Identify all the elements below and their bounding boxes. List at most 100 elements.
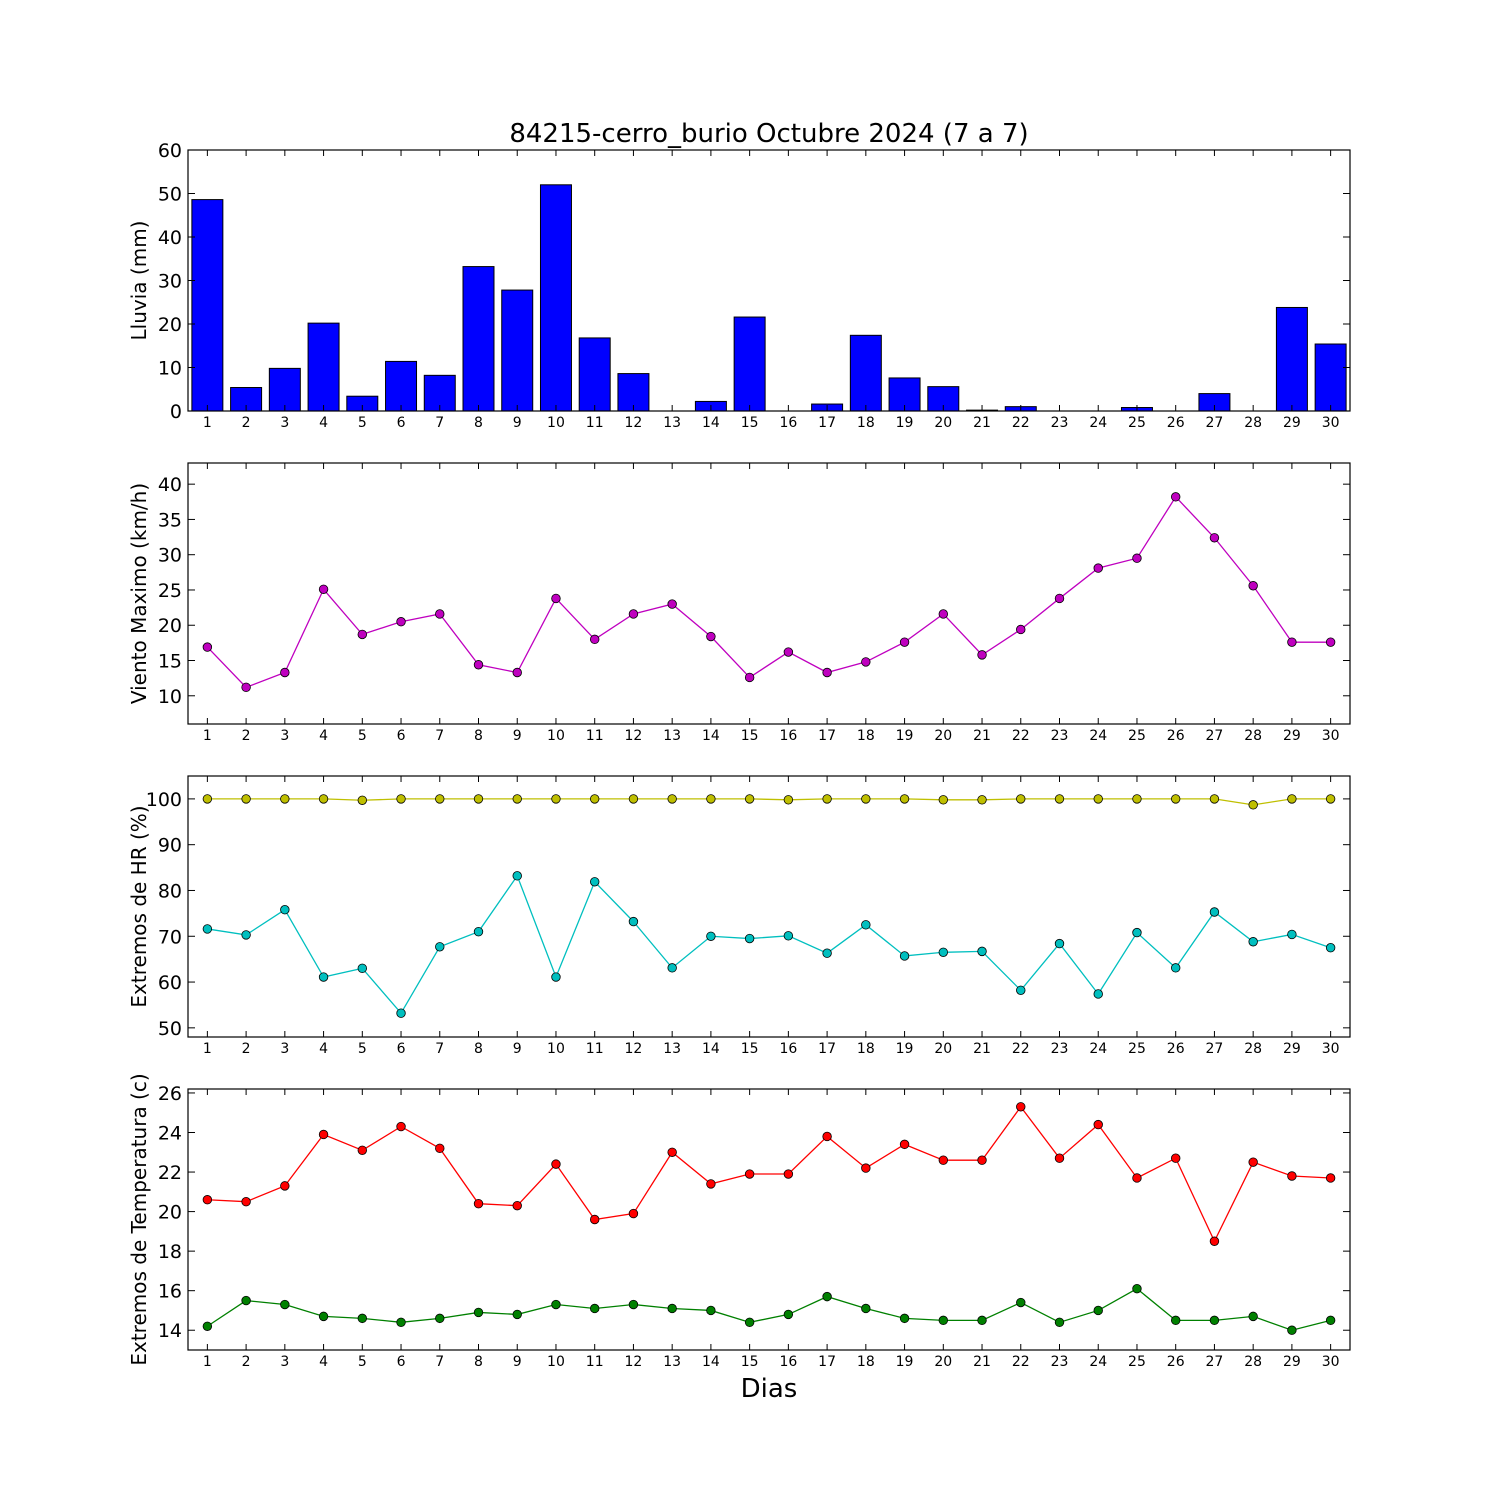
x-tick-label: 14 (702, 728, 720, 744)
x-tick-label: 25 (1128, 728, 1146, 744)
y-tick-label: 15 (158, 651, 182, 673)
series-2-point-day-25 (1132, 927, 1142, 938)
series-2-point-day-20 (938, 947, 949, 957)
x-tick-label: 12 (625, 728, 643, 744)
x-tick-label: 16 (779, 728, 797, 744)
x-tick-label: 10 (547, 1041, 565, 1057)
y-axis-label: Viento Maximo (km/h) (127, 483, 151, 704)
series-2-point-day-23 (1054, 938, 1065, 949)
series-2-point-day-16 (783, 1309, 794, 1320)
x-tick-label: 3 (280, 728, 289, 744)
y-tick-label: 25 (158, 580, 182, 602)
series-2-point-day-29 (1287, 929, 1297, 940)
x-tick-label: 20 (934, 1354, 952, 1370)
x-tick-label: 27 (1206, 728, 1224, 744)
series-1-point-day-17 (822, 794, 832, 804)
series-1-point-day-5 (357, 629, 368, 640)
series-1-point-day-20 (938, 795, 949, 805)
series-1-point-day-25 (1132, 553, 1142, 563)
y-tick-label: 70 (158, 926, 182, 948)
series-2-point-day-12 (628, 916, 639, 927)
plot-frame (187, 462, 1351, 725)
y-tick-label: 10 (158, 686, 182, 708)
x-tick-label: 1 (203, 415, 212, 431)
series-1-point-day-27 (1209, 794, 1220, 804)
x-tick-label: 21 (973, 415, 991, 431)
series-1-point-day-10 (551, 794, 561, 804)
series-2-point-day-9 (512, 1309, 522, 1320)
x-tick-label: 6 (397, 1041, 406, 1057)
x-tick-label: 10 (547, 728, 565, 744)
series-2-point-day-15 (744, 933, 755, 944)
x-tick-label: 29 (1283, 415, 1301, 431)
x-tick-label: 8 (474, 415, 483, 431)
series-2-point-day-24 (1093, 989, 1103, 999)
bar-day-6 (385, 360, 418, 412)
x-tick-label: 1 (203, 1041, 212, 1057)
series-1-point-day-7 (435, 609, 445, 619)
series-1-point-day-23 (1054, 1153, 1065, 1163)
series-1-point-day-4 (318, 794, 329, 804)
series-2-point-day-5 (357, 963, 368, 974)
series-1-point-day-15 (744, 672, 755, 683)
series-1-point-day-3 (280, 667, 290, 678)
series-2-point-day-26 (1170, 1315, 1181, 1326)
x-tick-label: 4 (319, 415, 328, 431)
series-2-point-day-14 (706, 931, 716, 941)
series-1-point-day-23 (1054, 593, 1065, 604)
series-2-point-day-11 (590, 877, 600, 887)
series-2-point-day-28 (1248, 937, 1258, 947)
series-1-point-day-6 (396, 617, 406, 627)
series-1-point-day-28 (1248, 1157, 1258, 1167)
bar-day-11 (578, 337, 611, 412)
series-1-point-day-12 (628, 1208, 639, 1219)
x-tick-label: 27 (1206, 1041, 1224, 1057)
x-tick-label: 4 (319, 1041, 328, 1057)
x-tick-label: 3 (280, 415, 289, 431)
chart-title: 84215-cerro_burio Octubre 2024 (7 a 7) (509, 119, 1028, 149)
x-tick-label: 7 (435, 1354, 444, 1370)
x-tick-label: 2 (242, 1354, 251, 1370)
series-1-point-day-17 (822, 667, 832, 678)
x-tick-label: 30 (1322, 1041, 1340, 1057)
series-2-point-day-24 (1093, 1305, 1103, 1316)
x-tick-label: 4 (319, 1354, 328, 1370)
x-tick-label: 14 (702, 1354, 720, 1370)
y-tick-label: 60 (158, 140, 182, 162)
series-1-point-day-4 (318, 1129, 329, 1140)
series-2-point-day-22 (1016, 1297, 1026, 1308)
series-1-point-day-22 (1016, 624, 1026, 635)
series-2-point-day-15 (744, 1317, 755, 1328)
series-1-point-day-30 (1325, 1173, 1336, 1183)
series-1-point-day-8 (473, 794, 484, 804)
x-tick-label: 20 (934, 728, 952, 744)
series-2-point-day-3 (280, 905, 290, 915)
x-tick-label: 20 (934, 415, 952, 431)
x-tick-label: 19 (896, 728, 914, 744)
x-tick-label: 11 (586, 728, 604, 744)
x-tick-label: 16 (779, 1354, 797, 1370)
x-tick-label: 8 (474, 728, 483, 744)
series-2-point-day-1 (202, 1321, 213, 1331)
series-1-point-day-1 (202, 794, 213, 804)
series-1-point-day-13 (667, 794, 677, 804)
x-tick-label: 7 (435, 728, 444, 744)
series-1-point-day-2 (241, 794, 251, 804)
y-tick-label: 18 (158, 1241, 182, 1263)
x-tick-label: 13 (663, 728, 681, 744)
series-2-point-day-17 (822, 948, 832, 958)
bar-day-9 (501, 289, 534, 412)
series-1-point-day-30 (1325, 794, 1336, 804)
y-tick-label: 50 (158, 1018, 182, 1040)
y-tick-label: 100 (146, 789, 182, 811)
series-1-point-day-27 (1209, 533, 1220, 543)
series-2-line (207, 874, 1331, 1015)
y-tick-label: 20 (158, 314, 182, 336)
series-1-point-day-25 (1132, 794, 1142, 804)
x-tick-label: 9 (513, 1354, 522, 1370)
x-tick-label: 9 (513, 1041, 522, 1057)
series-2-point-day-27 (1209, 1315, 1220, 1326)
series-2-point-day-13 (667, 1303, 677, 1314)
y-tick-label: 20 (158, 615, 182, 637)
x-tick-label: 2 (242, 728, 251, 744)
